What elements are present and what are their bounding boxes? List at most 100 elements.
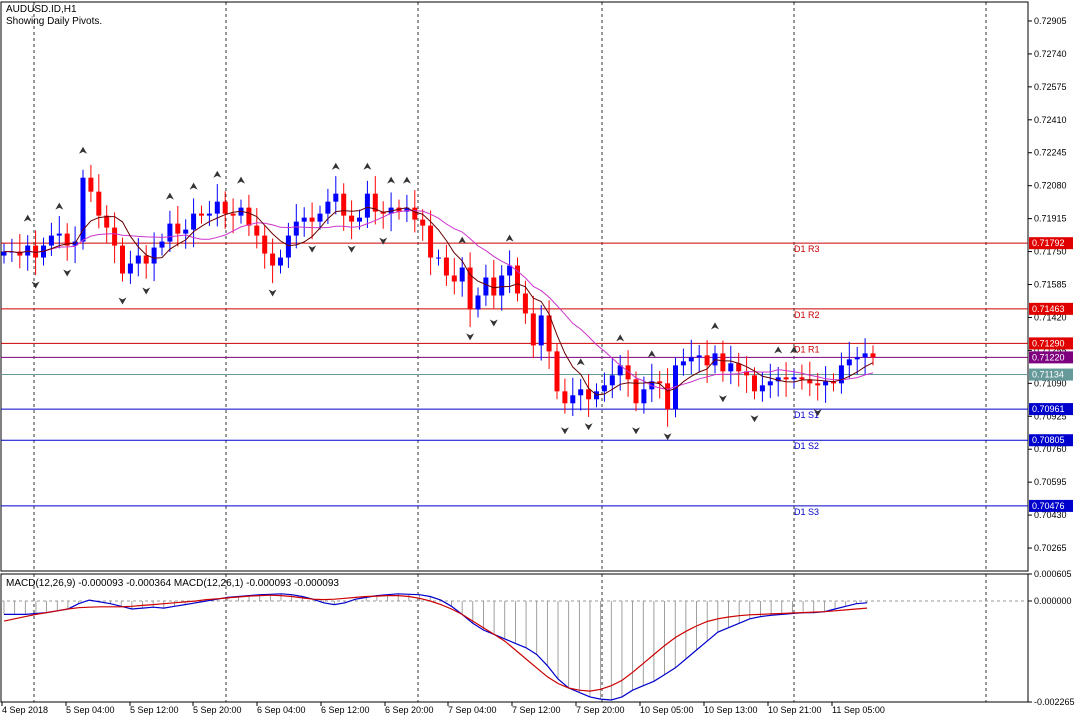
fractal-up-arrow: [774, 346, 783, 354]
fractal-up-arrow: [402, 176, 411, 184]
fractal-up-arrow: [387, 176, 396, 184]
pivot-price-tag: 0.71792: [1032, 238, 1065, 248]
fractal-up-arrow: [458, 236, 467, 244]
bull-candle: [48, 235, 54, 246]
time-tick-label: 7 Sep 20:00: [576, 705, 625, 715]
bear-candle: [420, 219, 426, 226]
pivot-price-tag: 0.71290: [1032, 338, 1065, 348]
price-tick-label: 0.72080: [1034, 181, 1067, 191]
bear-candle: [807, 379, 813, 384]
pivot-price-tag: 0.70961: [1032, 404, 1065, 414]
main-panel-border: [0, 1, 1029, 572]
fractal-down-arrow: [63, 269, 72, 277]
bull-candle: [325, 201, 331, 214]
bull-candle: [364, 193, 370, 218]
time-tick-label: 10 Sep 21:00: [768, 705, 822, 715]
bull-candle: [357, 217, 362, 222]
fractal-down-arrow: [268, 289, 277, 297]
bull-candle: [80, 177, 86, 242]
fractal-up-arrow: [616, 334, 625, 342]
bear-candle: [562, 391, 568, 404]
bull-candle: [578, 389, 584, 396]
bear-candle: [467, 267, 473, 310]
pivot-price-tag: 0.70476: [1032, 501, 1065, 511]
bull-candle: [135, 255, 141, 264]
pivots-subtitle: Showing Daily Pivots.: [6, 16, 102, 27]
bear-candle: [372, 193, 378, 212]
time-tick-label: 11 Sep 05:00: [832, 705, 885, 715]
bear-candle: [222, 201, 228, 214]
pivot-price-tag: 0.70805: [1032, 435, 1065, 445]
bull-candle: [609, 375, 615, 386]
bull-candle: [475, 295, 481, 310]
macd-tick-label: 0.000605: [1034, 569, 1072, 579]
bull-candle: [617, 365, 623, 376]
ma-fast-line: [4, 206, 874, 396]
day-separators: [33, 2, 987, 702]
bear-candle: [752, 375, 757, 392]
bear-candle: [104, 215, 110, 228]
fractal-down-arrow: [632, 427, 640, 435]
fractal-up-arrow: [790, 346, 798, 354]
price-tick-label: 0.70265: [1034, 543, 1067, 553]
candles: [1, 164, 876, 427]
macd-tick-label: 0.000000: [1034, 596, 1072, 606]
time-tick-label: 5 Sep 20:00: [193, 705, 242, 715]
bear-candle: [530, 313, 536, 346]
bear-candle: [349, 215, 355, 222]
fractal-down-arrow: [489, 319, 498, 327]
bull-candle: [775, 377, 781, 382]
price-tick-label: 0.70760: [1034, 444, 1067, 454]
price-tick-label: 0.72575: [1034, 82, 1067, 92]
fractal-down-arrow: [560, 427, 569, 435]
current-price-tag: 0.71220: [1032, 352, 1065, 362]
time-tick-label: 10 Sep 05:00: [640, 705, 694, 715]
bull-candle: [293, 221, 299, 236]
bear-candle: [112, 227, 118, 246]
bear-candle: [515, 265, 520, 294]
bear-candle: [64, 233, 70, 246]
bull-candle: [641, 389, 647, 404]
fractal-down-arrow: [118, 297, 127, 305]
time-axis: 4 Sep 2018 5 Sep 04:00 5 Sep 12:00 5 Sep 20…: [1, 702, 885, 715]
bear-candle: [799, 377, 805, 380]
pivot-price-tag: 0.71463: [1032, 304, 1065, 314]
price-tick-label: 0.72245: [1034, 148, 1067, 158]
bear-candle: [665, 383, 671, 410]
macd-panel: [1, 593, 1028, 701]
bear-candle: [546, 315, 552, 352]
time-tick-label: 7 Sep 04:00: [448, 705, 497, 715]
fractal-up-arrow: [237, 176, 245, 184]
bear-candle: [657, 381, 663, 384]
macd-signal-line: [3, 594, 868, 692]
fractal-up-arrow: [165, 192, 174, 200]
time-tick-label: 6 Sep 12:00: [321, 705, 370, 715]
bear-candle: [33, 245, 39, 258]
moving-averages: [4, 146, 874, 441]
bear-candle: [341, 193, 347, 216]
fractal-up-arrow: [576, 358, 585, 366]
pivot-price-tag-bg: [1029, 499, 1073, 512]
bear-candle: [309, 217, 315, 222]
bear-candle: [831, 381, 836, 384]
time-tick-label: 6 Sep 20:00: [385, 705, 434, 715]
pivot-price-tag-bg: [1029, 237, 1073, 250]
bull-candle: [673, 365, 678, 410]
fractal-up-arrow: [647, 350, 656, 358]
fractal-down-arrow: [142, 287, 151, 295]
fractal-up-arrow: [55, 202, 64, 210]
bear-candle: [246, 207, 252, 226]
bear-candle: [870, 353, 876, 358]
price-tick-label: 0.70925: [1034, 411, 1067, 421]
bull-candle: [483, 277, 489, 296]
price-tick-label: 0.71915: [1034, 214, 1067, 224]
ma-slow-line: [4, 210, 874, 390]
bull-candle: [183, 229, 189, 234]
bull-candle: [25, 245, 31, 256]
fractal-down-arrow: [308, 245, 317, 253]
time-tick-label: 10 Sep 13:00: [704, 705, 758, 715]
bull-candle: [696, 355, 702, 358]
bull-candle: [838, 365, 844, 384]
aux-level-tag-bg: [1029, 368, 1073, 381]
